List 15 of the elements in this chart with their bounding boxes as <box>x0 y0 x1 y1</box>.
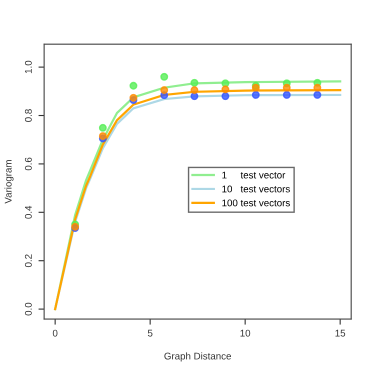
x-tick-label: 5 <box>148 330 152 337</box>
x-tick-label: 15 <box>336 330 346 337</box>
y-tick-label: 0.6 <box>24 158 32 170</box>
x-tick-label: 0 <box>52 330 58 337</box>
y-tick-label: 1.0 <box>24 60 32 74</box>
legend-label: 1 test vector <box>222 172 286 179</box>
y-tick-label: 0.2 <box>24 254 32 268</box>
x-axis-title: Graph Distance <box>164 352 232 362</box>
legend-label: 10 test vectors <box>222 186 290 192</box>
y-tick-label: 0.4 <box>24 206 32 219</box>
y-axis-title: Variogram <box>4 160 14 204</box>
x-tick-label: 10 <box>240 330 250 337</box>
legend-label: 100 test vectors <box>222 199 290 206</box>
y-tick-label: 0.0 <box>24 302 32 316</box>
y-tick-label: 0.8 <box>24 109 32 122</box>
